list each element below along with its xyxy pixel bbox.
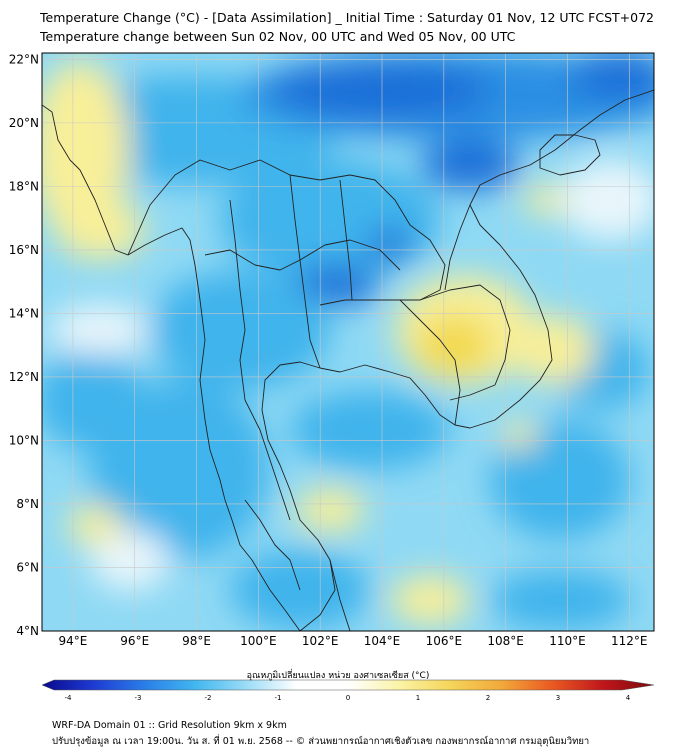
longitude-label: 104°E [364, 634, 401, 648]
longitude-labels: 94°E 96°E 98°E 100°E 102°E 104°E 106°E 108°E 110… [58, 634, 647, 648]
longitude-label: 98°E [182, 634, 211, 648]
colorbar-tick-label: 2 [486, 694, 490, 702]
latitude-label: 6°N [16, 560, 39, 574]
colorbar-gradient [41, 679, 655, 691]
latitude-label: 4°N [16, 624, 39, 638]
longitude-label: 106°E [426, 634, 463, 648]
longitude-label: 108°E [487, 634, 524, 648]
longitude-label: 96°E [120, 634, 149, 648]
longitude-label: 102°E [302, 634, 339, 648]
map-frame [41, 52, 655, 632]
colorbar-tick-label: 4 [626, 694, 631, 702]
longitude-label: 100°E [240, 634, 277, 648]
latitude-label: 10°N [9, 433, 39, 447]
coastlines-borders [42, 89, 654, 631]
latitude-label: 8°N [16, 497, 39, 511]
longitude-label: 110°E [549, 634, 586, 648]
latitude-label: 20°N [9, 116, 39, 130]
latitude-label: 22°N [9, 52, 39, 66]
chart-subtitle: Temperature change between Sun 02 Nov, 0… [40, 29, 516, 44]
colorbar-tick-label: -2 [205, 694, 212, 702]
latitude-label: 18°N [9, 179, 39, 193]
temperature-field [42, 53, 654, 631]
colorbar-tick-label: -4 [65, 694, 73, 702]
latitude-labels: 22°N 20°N 18°N 16°N 14°N 12°N 10°N 8°N 6°N 4°N [9, 52, 39, 638]
colorbar-tick-label: 1 [416, 694, 420, 702]
chart-title: Temperature Change (°C) - [Data Assimila… [40, 10, 655, 25]
colorbar-tick-label: -3 [135, 694, 142, 702]
latitude-label: 16°N [9, 243, 39, 257]
latitude-label: 12°N [9, 370, 39, 384]
colorbar-ticks: -4 -3 -2 -1 0 1 2 3 4 [65, 694, 631, 702]
colorbar-label: อุณหภูมิเปลี่ยนแปลง หน่วย องศาเซลเซียส (… [246, 671, 430, 681]
latitude-label: 14°N [9, 306, 39, 320]
longitude-label: 112°E [611, 634, 648, 648]
longitude-label: 94°E [58, 634, 87, 648]
colorbar-tick-label: 0 [346, 694, 350, 702]
footer-model-info: WRF-DA Domain 01 :: Grid Resolution 9km … [52, 720, 287, 731]
colorbar-tick-label: -1 [275, 694, 282, 702]
footer-credit: ปรับปรุงข้อมูล ณ เวลา 19:00น. วัน ส. ที่… [52, 736, 590, 747]
colorbar-tick-label: 3 [556, 694, 560, 702]
colorbar: -4 -3 -2 -1 0 1 2 3 4 [41, 679, 655, 702]
